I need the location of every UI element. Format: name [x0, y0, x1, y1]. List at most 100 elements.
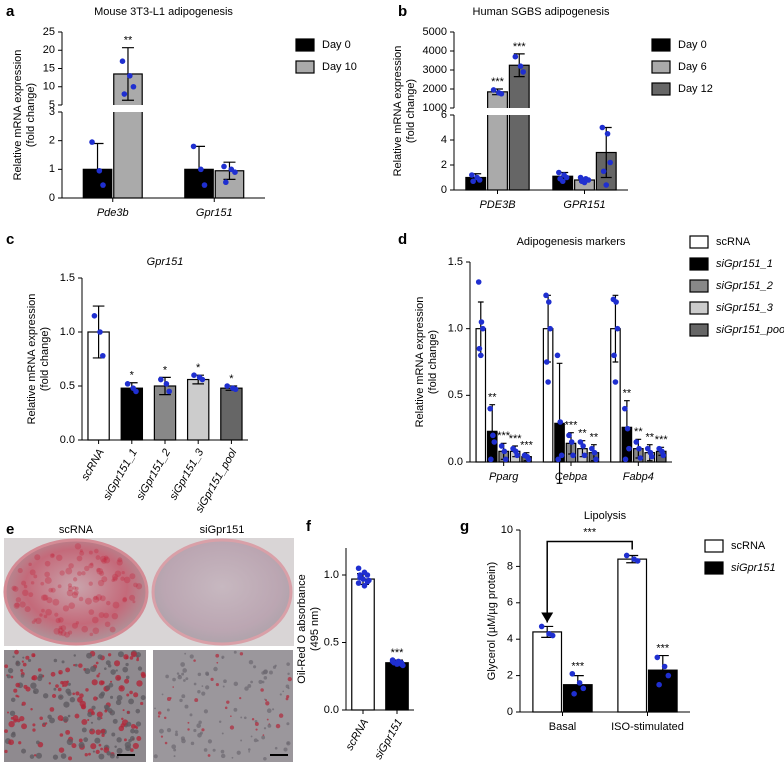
- legend-label: Day 0: [678, 39, 707, 51]
- speckle: [96, 567, 104, 575]
- bar: [385, 662, 409, 711]
- speckle: [112, 601, 120, 609]
- data-point: [501, 448, 508, 455]
- speckle: [221, 732, 224, 735]
- speckle: [59, 733, 64, 737]
- data-point: [199, 376, 206, 383]
- speckle: [154, 707, 156, 710]
- x-tick-label: Fabp4: [623, 471, 654, 483]
- speckle: [203, 709, 208, 714]
- speckle: [84, 565, 90, 572]
- data-point: [607, 159, 613, 166]
- speckle: [58, 672, 61, 675]
- y-tick-label: 10: [501, 524, 513, 536]
- data-point: [612, 379, 619, 385]
- data-point: [581, 179, 588, 186]
- speckle: [49, 707, 55, 712]
- speckle: [22, 662, 27, 667]
- significance-label: ***: [513, 41, 527, 53]
- speckle: [286, 662, 290, 666]
- speckle: [263, 727, 267, 730]
- speckle: [263, 756, 267, 761]
- data-point: [543, 292, 549, 299]
- speckle: [58, 625, 63, 630]
- speckle: [58, 631, 63, 636]
- data-point: [614, 325, 621, 332]
- y-tick-label: 0.5: [60, 380, 75, 392]
- speckle: [114, 570, 122, 578]
- speckle: [101, 576, 108, 583]
- y-axis-label: Relative mRNA expression: [12, 50, 24, 181]
- speckle: [279, 693, 282, 696]
- y-axis-label: Relative mRNA expression: [414, 297, 426, 428]
- speckle: [90, 743, 97, 750]
- bar: [532, 631, 563, 713]
- speckle: [114, 660, 121, 667]
- speckle: [215, 683, 219, 687]
- speckle: [30, 581, 35, 585]
- data-point: [469, 172, 475, 178]
- speckle: [180, 662, 186, 667]
- speckle: [174, 732, 179, 737]
- speckle: [129, 656, 134, 660]
- speckle: [78, 741, 85, 748]
- speckle: [165, 674, 169, 679]
- y-tick-label: 4: [507, 633, 513, 645]
- speckle: [286, 722, 290, 726]
- data-point: [577, 439, 584, 445]
- significance-label: ***: [565, 420, 579, 432]
- speckle: [97, 716, 101, 721]
- speckle: [111, 573, 119, 581]
- speckle: [262, 669, 268, 675]
- speckle: [84, 597, 92, 605]
- data-point: [389, 658, 396, 665]
- speckle: [95, 555, 101, 560]
- speckle: [275, 723, 281, 729]
- bar: [186, 378, 210, 441]
- speckle: [60, 753, 67, 759]
- y-tick-label: 1.0: [324, 569, 339, 581]
- data-point: [478, 319, 485, 325]
- speckle: [88, 609, 95, 615]
- legend-swatch: [651, 38, 671, 52]
- speckle: [107, 653, 112, 657]
- significance-label: ***: [571, 661, 585, 673]
- data-point: [622, 405, 628, 412]
- speckle: [14, 649, 19, 655]
- speckle: [198, 720, 202, 724]
- speckle: [197, 732, 202, 738]
- legend-swatch: [651, 82, 671, 96]
- speckle: [135, 721, 142, 727]
- speckle: [236, 750, 241, 755]
- speckle: [230, 715, 232, 718]
- speckle: [37, 675, 43, 682]
- data-point: [119, 58, 126, 64]
- speckle: [99, 555, 107, 563]
- speckle: [182, 668, 188, 673]
- speckle: [193, 659, 196, 662]
- legend-label: Day 0: [322, 39, 351, 51]
- x-tick-label: Cebpa: [555, 471, 587, 483]
- speckle: [88, 563, 94, 569]
- speckle: [190, 741, 195, 746]
- data-point: [361, 583, 368, 589]
- speckle: [224, 706, 228, 710]
- speckle: [46, 597, 53, 604]
- speckle: [33, 754, 37, 757]
- chart-title: Gpr151: [147, 256, 184, 268]
- data-point: [498, 90, 505, 97]
- speckle: [12, 714, 19, 721]
- y-axis-label: (495 nm): [309, 607, 321, 651]
- speckle: [8, 739, 15, 746]
- speckle: [126, 693, 130, 697]
- speckle: [197, 690, 201, 694]
- speckle: [193, 728, 197, 733]
- data-point: [576, 680, 583, 686]
- data-point: [487, 405, 493, 412]
- panel-letter: f: [306, 518, 312, 535]
- speckle: [21, 701, 26, 706]
- legend-swatch: [689, 257, 709, 271]
- speckle: [212, 748, 216, 752]
- speckle: [91, 616, 99, 624]
- data-point: [89, 139, 95, 145]
